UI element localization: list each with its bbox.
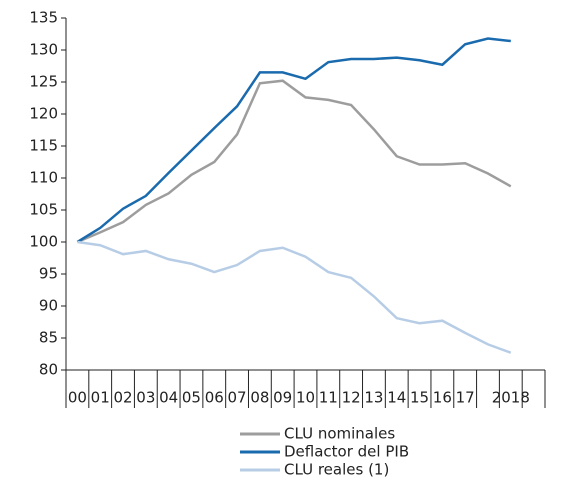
x-tick-label: 10 xyxy=(296,389,315,407)
x-tick-label: 12 xyxy=(342,389,361,407)
y-tick-label: 115 xyxy=(29,137,58,155)
series-line xyxy=(77,240,512,354)
x-tick-label: 01 xyxy=(91,389,110,407)
x-tick-label: 13 xyxy=(364,389,383,407)
y-tick-label: 80 xyxy=(39,361,58,379)
series-line xyxy=(76,37,511,244)
y-tick-label: 130 xyxy=(29,41,58,59)
y-tick-label: 95 xyxy=(39,265,58,283)
x-tick-label: 17 xyxy=(456,389,475,407)
x-tick-label: 2018 xyxy=(492,389,530,407)
legend-label: CLU nominales xyxy=(284,425,395,443)
legend-label: Deflactor del PIB xyxy=(284,443,409,461)
x-tick-label: 06 xyxy=(205,389,224,407)
y-tick-label: 125 xyxy=(29,73,58,91)
y-tick-label: 105 xyxy=(29,201,58,219)
series-line xyxy=(76,79,512,244)
y-tick-label: 100 xyxy=(29,233,58,251)
legend-label: CLU reales (1) xyxy=(284,461,389,479)
x-tick-label: 14 xyxy=(387,389,406,407)
x-tick-label: 02 xyxy=(113,389,132,407)
x-tick-label: 03 xyxy=(136,389,155,407)
y-tick-label: 135 xyxy=(29,9,58,27)
y-tick-label: 110 xyxy=(29,169,58,187)
y-tick-label: 120 xyxy=(29,105,58,123)
x-tick-label: 16 xyxy=(433,389,452,407)
y-tick-label: 90 xyxy=(39,297,58,315)
x-tick-label: 15 xyxy=(410,389,429,407)
x-tick-label: 04 xyxy=(159,389,178,407)
x-tick-label: 07 xyxy=(228,389,247,407)
x-tick-label: 00 xyxy=(68,389,87,407)
y-tick-label: 85 xyxy=(39,329,58,347)
x-tick-label: 11 xyxy=(319,389,338,407)
x-tick-label: 09 xyxy=(273,389,292,407)
x-tick-label: 08 xyxy=(250,389,269,407)
x-tick-label: 05 xyxy=(182,389,201,407)
